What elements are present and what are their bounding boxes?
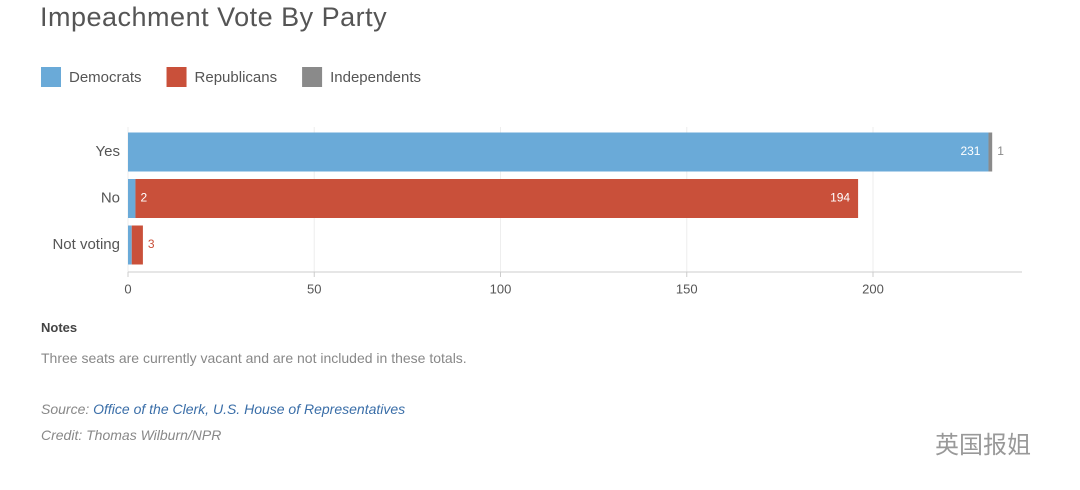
y-tick-label: Yes — [96, 143, 120, 160]
watermark: 英国报姐 — [935, 432, 1031, 459]
value-label: 231 — [960, 144, 980, 158]
legend-swatch — [166, 67, 187, 87]
value-label: 3 — [148, 237, 155, 251]
bar-segment — [988, 132, 993, 172]
notes-heading: Notes — [41, 320, 78, 335]
notes-text: Three seats are currently vacant and are… — [41, 350, 467, 366]
source: Source: Office of the Clerk, U.S. House … — [41, 401, 405, 417]
x-tick-label: 100 — [490, 281, 512, 296]
x-tick-label: 0 — [124, 281, 131, 296]
source-link[interactable]: Office of the Clerk, U.S. House of Repre… — [93, 401, 406, 417]
chart-title: Impeachment Vote By Party — [40, 2, 387, 32]
x-tick-label: 150 — [676, 281, 698, 296]
y-tick-label: No — [101, 189, 120, 206]
legend-swatch — [41, 67, 61, 87]
chart: Impeachment Vote By Party Democrats Repub… — [40, 2, 1022, 296]
bar-segment — [128, 132, 989, 172]
bar-segment — [135, 179, 859, 218]
x-tick-label: 200 — [862, 281, 884, 296]
value-label: 1 — [997, 144, 1004, 158]
legend-label: Republicans — [195, 69, 278, 86]
bar-segment — [128, 179, 136, 218]
source-prefix: Source: — [41, 401, 90, 417]
legend-label: Independents — [330, 69, 421, 86]
value-label: 194 — [830, 191, 850, 205]
credit: Credit: Thomas Wilburn/NPR — [41, 427, 222, 443]
legend-label: Democrats — [69, 69, 142, 86]
value-label: 2 — [140, 191, 147, 205]
x-tick-label: 50 — [307, 281, 321, 296]
bar-segment — [128, 225, 132, 265]
bar-segment — [131, 225, 143, 265]
legend-swatch — [302, 67, 323, 87]
y-tick-label: Not voting — [52, 236, 120, 253]
